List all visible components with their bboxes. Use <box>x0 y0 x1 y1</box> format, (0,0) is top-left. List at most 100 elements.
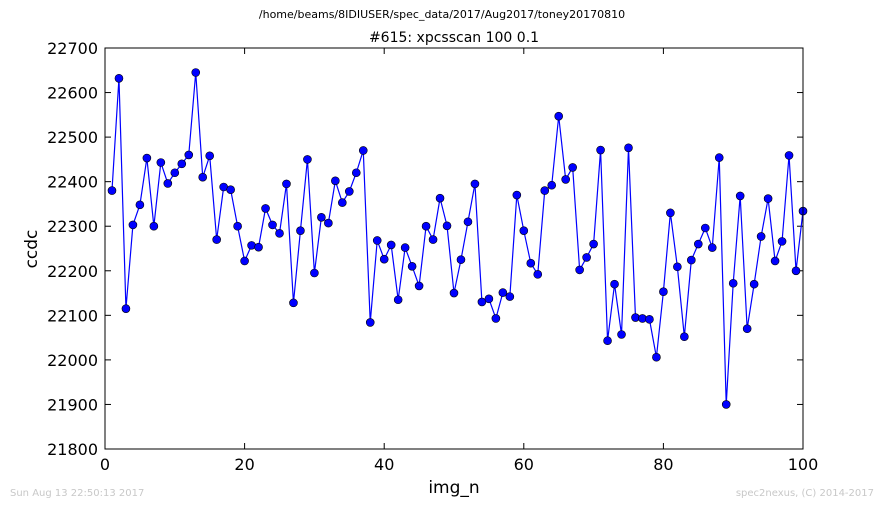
footer-timestamp: Sun Aug 13 22:50:13 2017 <box>10 488 145 499</box>
data-point <box>233 221 242 231</box>
data-point <box>449 288 459 298</box>
data-point <box>680 332 689 342</box>
data-point <box>484 294 494 304</box>
data-point <box>296 226 305 235</box>
data-point <box>282 179 291 189</box>
data-point <box>372 236 382 245</box>
data-point <box>414 281 424 291</box>
y-tick-label: 21900 <box>47 395 98 414</box>
y-tick-label: 22000 <box>47 351 98 370</box>
data-point <box>645 315 654 324</box>
data-point <box>163 179 173 188</box>
data-point <box>721 400 731 409</box>
data-point <box>428 235 438 244</box>
data-point <box>268 220 277 230</box>
x-tick-label: 60 <box>514 455 534 474</box>
y-tick-label: 22500 <box>47 128 98 147</box>
data-point <box>149 221 159 231</box>
data-point <box>693 239 703 249</box>
data-point <box>379 254 389 264</box>
data-point <box>393 295 403 305</box>
data-point <box>358 146 368 155</box>
data-point <box>205 151 214 161</box>
data-point <box>519 226 529 235</box>
data-point <box>770 256 780 266</box>
data-point <box>505 292 515 301</box>
axis-ticks <box>104 47 804 450</box>
data-point <box>610 279 619 289</box>
data-point <box>526 258 536 268</box>
data-point <box>351 168 361 178</box>
x-axis-label: img_n <box>428 478 480 498</box>
data-point <box>177 159 187 169</box>
chart-title: #615: xpcsscan 100 0.1 <box>368 30 540 46</box>
data-point <box>624 143 633 153</box>
data-point <box>561 175 570 184</box>
data-point <box>121 304 131 313</box>
data-point <box>289 298 298 308</box>
data-point <box>791 266 801 276</box>
data-point <box>533 270 543 279</box>
data-point <box>666 208 675 218</box>
data-point <box>128 220 138 230</box>
data-point <box>240 256 249 266</box>
data-point <box>247 241 256 250</box>
data-point <box>310 268 319 278</box>
data-point <box>477 297 487 307</box>
data-point <box>212 235 221 244</box>
data-point <box>421 221 431 231</box>
data-point <box>687 255 696 265</box>
data-point <box>763 194 773 203</box>
y-tick-label: 22300 <box>47 217 98 236</box>
data-point <box>456 255 466 264</box>
tick-labels: 0 20 40 60 80 100 21800 21900 22000 22100 22200 223… <box>47 39 818 474</box>
data-point <box>617 330 626 339</box>
data-point <box>442 221 452 231</box>
y-axis-label: ccdc <box>22 229 42 269</box>
data-point <box>575 265 584 275</box>
data-point <box>659 287 668 297</box>
data-point <box>735 191 745 201</box>
data-point <box>170 168 180 178</box>
data-point <box>226 185 235 194</box>
x-tick-label: 0 <box>100 455 110 474</box>
data-point <box>784 151 794 160</box>
data-point <box>589 239 598 249</box>
data-point <box>317 213 326 222</box>
data-point <box>777 237 787 246</box>
data-point <box>547 180 557 190</box>
data-point <box>184 150 194 160</box>
data-point <box>728 278 738 288</box>
data-point <box>568 163 577 172</box>
data-point <box>512 190 522 200</box>
data-point <box>435 193 445 203</box>
data-point <box>198 172 208 182</box>
data-point <box>344 187 354 196</box>
data-point <box>756 232 766 241</box>
data-point <box>275 229 284 238</box>
y-tick-label: 22200 <box>47 262 98 281</box>
data-point <box>400 243 410 252</box>
data-point <box>700 223 710 233</box>
data-point <box>603 336 612 346</box>
data-point <box>540 186 550 195</box>
x-tick-label: 80 <box>653 455 673 474</box>
y-tick-label: 22600 <box>47 84 98 103</box>
y-tick-label: 22400 <box>47 173 98 192</box>
data-point <box>491 314 501 323</box>
data-point <box>135 200 145 210</box>
figure-suptitle: /home/beams/8IDIUSER/spec_data/2017/Aug2… <box>258 8 626 21</box>
data-point <box>324 218 333 228</box>
data-point <box>261 204 270 213</box>
plot-frame <box>104 47 804 450</box>
data-point <box>365 318 375 327</box>
data-point <box>114 74 124 83</box>
y-tick-label: 21800 <box>47 440 98 459</box>
data-point <box>470 179 480 189</box>
data-point <box>749 279 759 289</box>
x-tick-label: 40 <box>374 455 394 474</box>
data-series <box>107 68 808 409</box>
data-point <box>554 111 564 121</box>
data-point <box>254 242 263 252</box>
